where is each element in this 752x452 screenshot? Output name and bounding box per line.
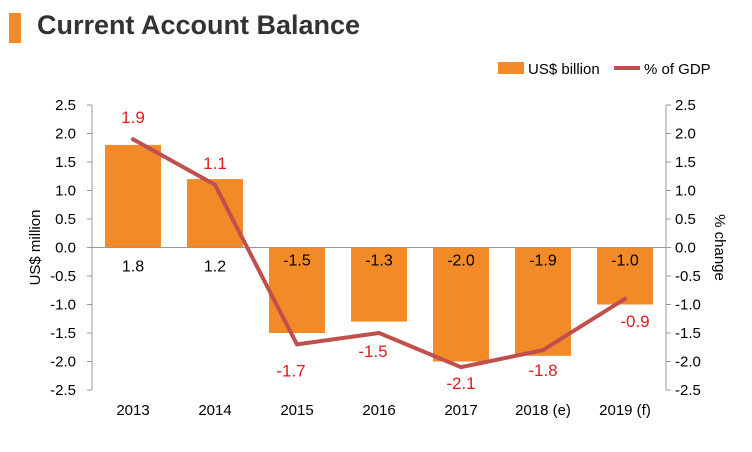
y-tick-label: -2.5 [50,382,76,399]
legend-bar-label: US$ billion [528,61,600,78]
bar [187,179,243,248]
x-tick-label: 2017 [444,402,477,419]
bar-data-label: -1.0 [611,253,639,270]
page-title: Current Account Balance [37,10,361,40]
bar-data-label: -1.9 [529,253,557,270]
x-tick-label: 2018 (e) [515,402,571,419]
y2-tick-label: 1.5 [675,154,696,171]
line-data-label: -1.5 [358,342,387,361]
y-tick-label: -1.0 [50,297,76,314]
x-tick-label: 2013 [116,402,149,419]
x-tick-label: 2019 (f) [599,402,651,419]
line-data-label: 1.9 [121,108,145,127]
header: Current Account Balance [0,0,752,56]
y-tick-label: 0.5 [55,211,76,228]
y-tick-label: 2.0 [55,126,76,143]
line-data-label: -1.7 [276,361,305,380]
y2-tick-label: -1.5 [675,325,701,342]
bar-data-label: 1.2 [204,259,226,276]
line-point [541,348,545,353]
bar [433,247,489,362]
bar-data-label: -1.5 [283,253,311,270]
line-data-label: 1.1 [203,154,227,173]
y2-tick-label: -0.5 [675,268,701,285]
line-data-label: -0.9 [620,312,649,331]
line-point [623,296,627,301]
y2-tick-label: 0.0 [675,240,696,257]
y2-tick-label: 2.5 [675,97,696,114]
bar [597,247,653,305]
y-tick-label: 0.0 [55,240,76,257]
y2-tick-label: 2.0 [675,126,696,143]
bar [105,144,161,248]
bar-data-label: -1.3 [365,253,393,270]
line-point [459,365,463,370]
legend-line-label: % of GDP [644,61,711,78]
title-accent-bar [9,13,21,43]
y-tick-label: -1.5 [50,325,76,342]
line-point [213,182,217,187]
x-tick-label: 2014 [198,402,231,419]
legend-bar-swatch [498,62,524,74]
y-tick-label: 1.0 [55,183,76,200]
y-tick-label: -0.5 [50,268,76,285]
y-axis-title: US$ million [27,210,44,286]
y-tick-label: 1.5 [55,154,76,171]
line-point [131,137,135,142]
line-point [295,342,299,347]
y-tick-label: 2.5 [55,97,76,114]
x-tick-label: 2015 [280,402,313,419]
line-point [377,331,381,335]
line-data-label: -1.8 [528,361,557,380]
y2-tick-label: -2.0 [675,354,701,371]
y-tick-label: -2.0 [50,354,76,371]
bar [351,247,407,322]
bar-data-label: -2.0 [447,253,475,270]
y2-tick-label: 1.0 [675,183,696,200]
y2-tick-label: -2.5 [675,382,701,399]
bar [269,247,325,333]
x-tick-label: 2016 [362,402,395,419]
line-data-label: -2.1 [446,374,475,393]
y2-axis-title: % change [711,214,728,281]
bar-data-label: 1.8 [122,259,144,276]
y2-tick-label: -1.0 [675,297,701,314]
y2-tick-label: 0.5 [675,211,696,228]
